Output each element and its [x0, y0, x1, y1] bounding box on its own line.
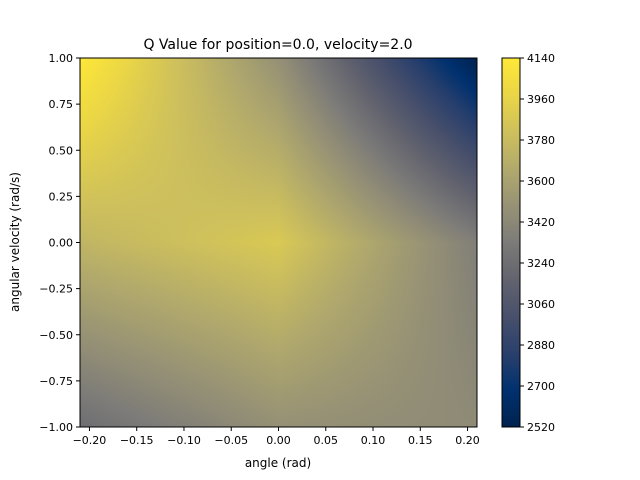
colorbar-tick-label: 2700 — [527, 380, 555, 393]
colorbar-tick-label: 3240 — [527, 257, 555, 270]
x-axis-ticks: −0.20 −0.15 −0.10 −0.05 0.00 0.05 0.10 0.15 0.20 — [73, 427, 480, 447]
colorbar-frame — [501, 57, 521, 428]
x-tick-label: −0.05 — [214, 434, 248, 447]
chart-title: Q Value for position=0.0, velocity=2.0 — [143, 37, 412, 53]
colorbar-tick-label: 3060 — [527, 298, 555, 311]
x-tick-label: 0.20 — [455, 434, 480, 447]
colorbar-tick-label: 2880 — [527, 339, 555, 352]
y-tick-label: 0.25 — [49, 190, 74, 203]
colorbar: 2520 2700 2880 3060 3240 3420 3600 3780 3960 4140 — [501, 52, 555, 434]
x-tick-label: 0.15 — [408, 434, 433, 447]
colorbar-tick-label: 3600 — [527, 175, 555, 188]
x-tick-label: 0.10 — [361, 434, 386, 447]
y-tick-label: −0.50 — [39, 329, 73, 342]
x-tick-label: 0.05 — [314, 434, 339, 447]
x-tick-label: −0.20 — [73, 434, 107, 447]
colorbar-tick-label: 3960 — [527, 93, 555, 106]
heatmap-surface — [80, 58, 477, 427]
colorbar-tick-label: 3780 — [527, 134, 555, 147]
y-tick-label: 1.00 — [49, 52, 74, 65]
colorbar-tick-label: 4140 — [527, 52, 555, 65]
x-tick-label: −0.10 — [167, 434, 201, 447]
colorbar-tick-label: 3420 — [527, 216, 555, 229]
colorbar-gradient — [502, 58, 520, 427]
y-axis-ticks: −1.00 −0.75 −0.50 −0.25 0.00 0.25 0.50 0.75 1.00 — [39, 52, 80, 434]
x-axis-label: angle (rad) — [245, 456, 311, 470]
colorbar-tick-label: 2520 — [527, 421, 555, 434]
y-tick-label: −0.75 — [39, 375, 73, 388]
heatmap-canvas — [80, 58, 477, 427]
x-tick-label: 0.00 — [266, 434, 291, 447]
colorbar-ticks: 2520 2700 2880 3060 3240 3420 3600 3780 3960 4140 — [520, 52, 555, 434]
heatmap-plot-area — [79, 57, 478, 428]
x-tick-label: −0.15 — [120, 434, 154, 447]
y-tick-label: −0.25 — [39, 283, 73, 296]
y-tick-label: 0.75 — [49, 98, 74, 111]
y-axis-label: angular velocity (rad/s) — [8, 172, 22, 312]
y-tick-label: 0.50 — [49, 144, 74, 157]
y-tick-label: 0.00 — [49, 237, 74, 250]
y-tick-label: −1.00 — [39, 421, 73, 434]
